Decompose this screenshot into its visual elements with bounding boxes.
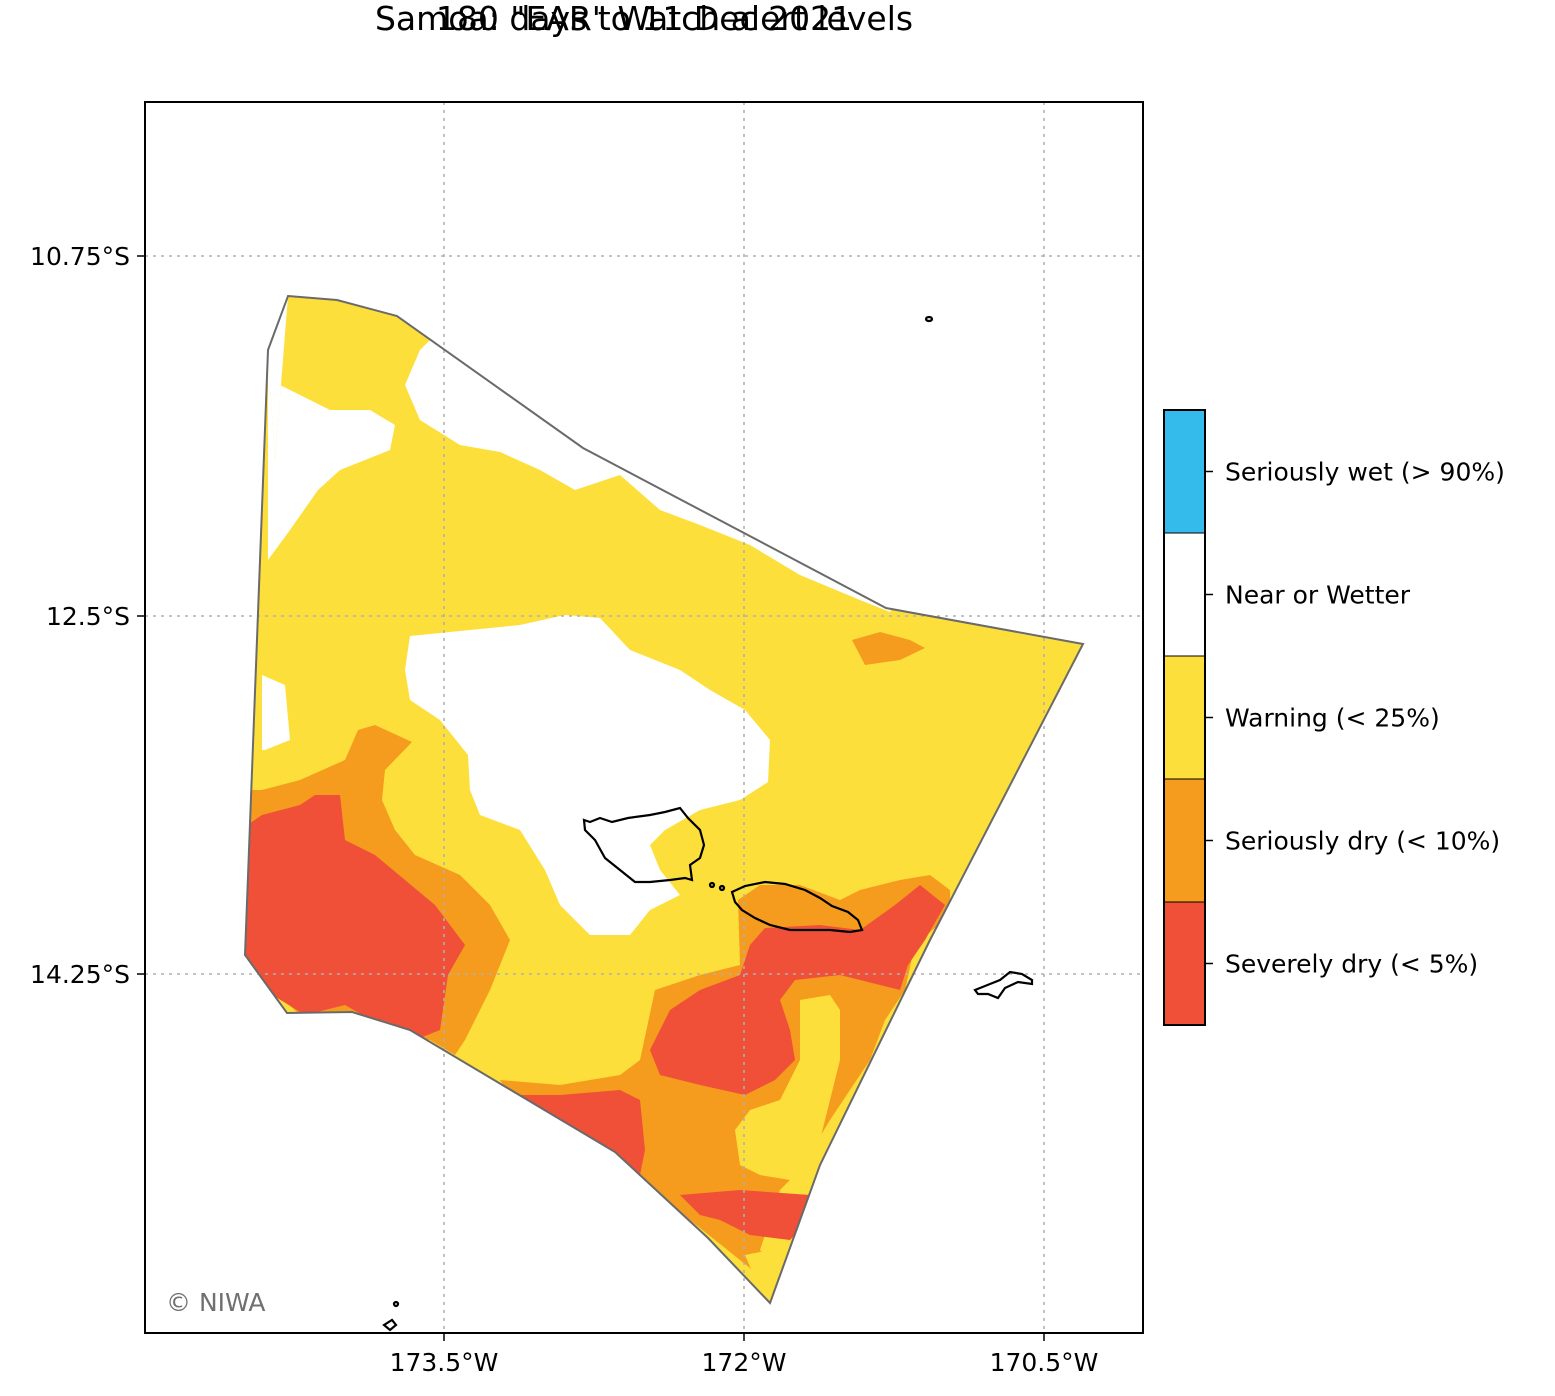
tutuila-island [973,970,1034,1000]
legend-swatch [1163,532,1206,657]
lat-tick-label: 10.75°S [30,242,130,271]
lon-tick-label: 172°W [702,1348,787,1377]
south-islet-small [392,1300,400,1308]
south-islet [382,1318,398,1332]
near-or-wetter-region-north [268,330,395,560]
legend-label: Near or Wetter [1225,581,1411,610]
near-or-wetter-region-central [405,615,770,935]
savaii-island [582,806,706,884]
lat-tick-label: 14.25°S [30,960,130,989]
swains-island [924,315,934,323]
lon-axis: 173.5°W 172°W 170.5°W [390,1333,1099,1377]
gridlines [145,102,1143,1333]
legend-swatch [1163,901,1206,1026]
manono-islet [718,884,726,892]
map-frame [144,101,1144,1334]
legend-label: Seriously dry (< 10%) [1225,827,1500,856]
severely-dry-region-southwest [245,795,465,1040]
legend-label: Warning (< 25%) [1225,704,1440,733]
coastlines [382,315,1034,1332]
map-title-line1: Samoa: "EAR" Watch alert levels [374,0,914,38]
eez-boundary [243,294,1085,1305]
alert-level-fill [245,296,1083,1303]
lon-tick-label: 173.5°W [390,1348,499,1377]
warning-region-south-pocket [735,995,840,1180]
lat-tick-label: 12.5°S [46,602,130,631]
severely-dry-region-south [650,885,945,1095]
legend-swatch [1163,409,1206,534]
seriously-dry-region-east [852,632,925,665]
lat-axis: 10.75°S 12.5°S 14.25°S [30,242,145,989]
apolima-islet [708,881,716,889]
upolu-island [730,880,864,934]
legend-colorbar: Seriously wet (> 90%) Near or Wetter Warni… [1163,409,1505,1026]
niwa-credit: © NIWA [166,1288,265,1317]
legend-label: Seriously wet (> 90%) [1225,458,1505,487]
legend-swatch [1163,778,1206,903]
severely-dry-region-south-tip [680,1190,810,1240]
lon-tick-label: 170.5°W [990,1348,1099,1377]
legend-swatch [1163,655,1206,780]
legend-frame [1163,409,1206,1026]
map-title-line2: 180 days to 11 Dec 2021 [435,0,853,38]
near-or-wetter-region-west [262,675,290,750]
legend-label: Severely dry (< 5%) [1225,950,1478,979]
severely-dry-region-southwest-coast [505,1090,645,1175]
